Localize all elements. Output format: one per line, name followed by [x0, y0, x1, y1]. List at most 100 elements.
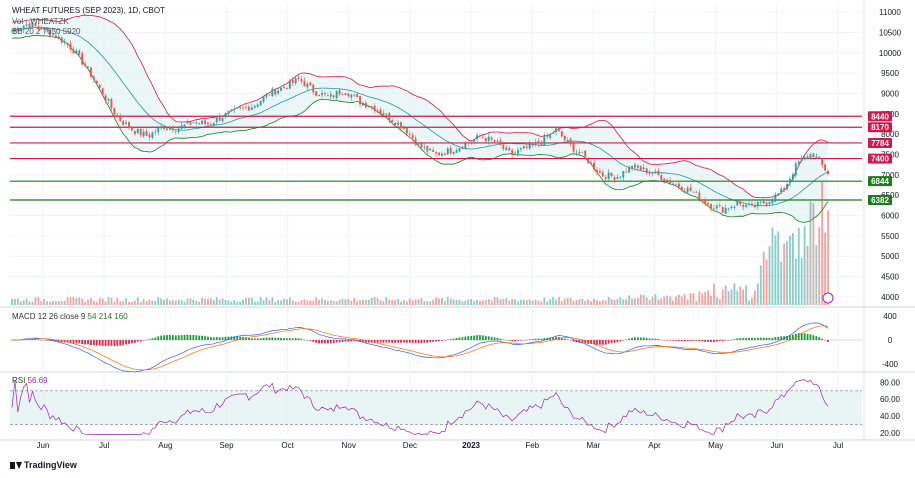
volume-bar	[604, 300, 607, 305]
macd-histogram-bar	[607, 340, 610, 344]
volume-bar	[373, 297, 376, 305]
macd-histogram-bar	[827, 340, 829, 342]
candle-body	[452, 152, 455, 154]
candle-body	[502, 144, 505, 149]
candle-body	[528, 143, 531, 149]
macd-signal-line	[12, 325, 829, 371]
tradingview-logo[interactable]: TradingView	[10, 460, 77, 470]
macd-histogram-bar	[710, 340, 712, 343]
volume-bar	[271, 297, 274, 305]
candle-body	[57, 36, 60, 39]
volume-bar	[145, 301, 148, 305]
volume-bar	[148, 299, 151, 305]
rsi-band	[10, 390, 862, 425]
candle-body	[136, 128, 139, 134]
candle-body	[789, 178, 791, 183]
macd-histogram-bar	[756, 337, 759, 340]
macd-histogram-bar	[537, 338, 540, 340]
volume-bar	[446, 297, 449, 305]
volume-bar	[259, 297, 262, 305]
volume-bar	[192, 299, 195, 305]
candle-body	[443, 153, 446, 155]
volume-bar	[382, 301, 385, 305]
candle-body	[262, 96, 265, 102]
macd-histogram-bar	[596, 340, 598, 345]
volume-bar	[417, 299, 420, 305]
macd-histogram-bar	[414, 340, 417, 344]
volume-bar	[312, 300, 315, 305]
macd-histogram-bar	[236, 336, 239, 340]
macd-histogram-bar	[171, 335, 174, 340]
volume-bar	[397, 298, 399, 305]
candle-body	[727, 208, 730, 210]
volume-bar	[718, 298, 721, 305]
candle-body	[379, 109, 382, 114]
candle-body	[534, 142, 537, 145]
macd-histogram-bar	[441, 340, 443, 341]
candle-body	[256, 104, 259, 107]
macd-histogram-bar	[669, 340, 671, 341]
candle-body	[560, 131, 563, 137]
candle-body	[285, 87, 288, 89]
macd-histogram-bar	[227, 336, 230, 340]
x-tick-label: Apr	[648, 441, 661, 450]
volume-bar	[405, 301, 408, 305]
volume-bar	[414, 299, 417, 305]
macd-histogram-bar	[718, 340, 721, 341]
volume-bar	[95, 301, 98, 305]
volume-bar	[683, 294, 686, 305]
price-tick-label: 5000	[881, 252, 899, 261]
macd-histogram-bar	[201, 335, 204, 340]
macd-histogram-bar	[464, 336, 467, 340]
macd-label: MACD 12 26 close 9	[12, 312, 86, 321]
price-tick-label: 9500	[881, 69, 899, 78]
candle-body	[125, 122, 128, 125]
volume-bar	[265, 297, 268, 305]
volume-bar	[98, 298, 101, 305]
macd-histogram-bar	[522, 340, 525, 341]
volume-bar	[531, 300, 534, 305]
candle-body	[765, 202, 768, 205]
macd-histogram-bar	[446, 339, 449, 340]
candle-body	[660, 175, 663, 180]
macd-line	[11, 322, 829, 373]
macd-histogram-bar	[198, 335, 201, 340]
volume-bar	[511, 299, 514, 305]
candle-body	[686, 187, 689, 193]
candle-body	[154, 131, 157, 133]
volume-bar	[528, 299, 531, 305]
candle-body	[458, 148, 461, 152]
macd-histogram-bar	[107, 340, 110, 346]
candle-body	[818, 156, 821, 159]
macd-histogram-bar	[449, 339, 452, 340]
volume-bar	[54, 301, 57, 305]
price-tick-label: 10000	[879, 49, 902, 58]
candle-body	[353, 94, 356, 96]
volume-bar	[479, 300, 481, 305]
macd-histogram-bar	[742, 338, 745, 340]
volume-bar	[408, 298, 411, 305]
x-tick-label: Oct	[281, 441, 294, 450]
macd-histogram-bar	[224, 336, 227, 340]
candle-body	[192, 122, 195, 124]
macd-histogram-bar	[329, 340, 332, 344]
volume-bar	[356, 301, 359, 305]
candle-body	[517, 150, 519, 154]
volume-bar	[525, 300, 528, 305]
volume-bar	[119, 301, 122, 305]
candle-body	[31, 23, 34, 28]
candle-body	[756, 201, 759, 207]
macd-histogram-bar	[786, 335, 788, 340]
volume-bar	[724, 285, 727, 305]
candle-body	[613, 177, 616, 181]
macd-histogram-bar	[113, 340, 116, 347]
volume-bar	[622, 299, 625, 305]
level-label-8170: 8170	[871, 123, 889, 132]
volume-bar	[792, 233, 794, 305]
candle-body	[362, 103, 364, 106]
macd-histogram-bar	[672, 340, 674, 341]
macd-histogram-bar	[344, 340, 347, 342]
candle-body	[718, 204, 721, 206]
macd-histogram-bar	[75, 340, 78, 344]
